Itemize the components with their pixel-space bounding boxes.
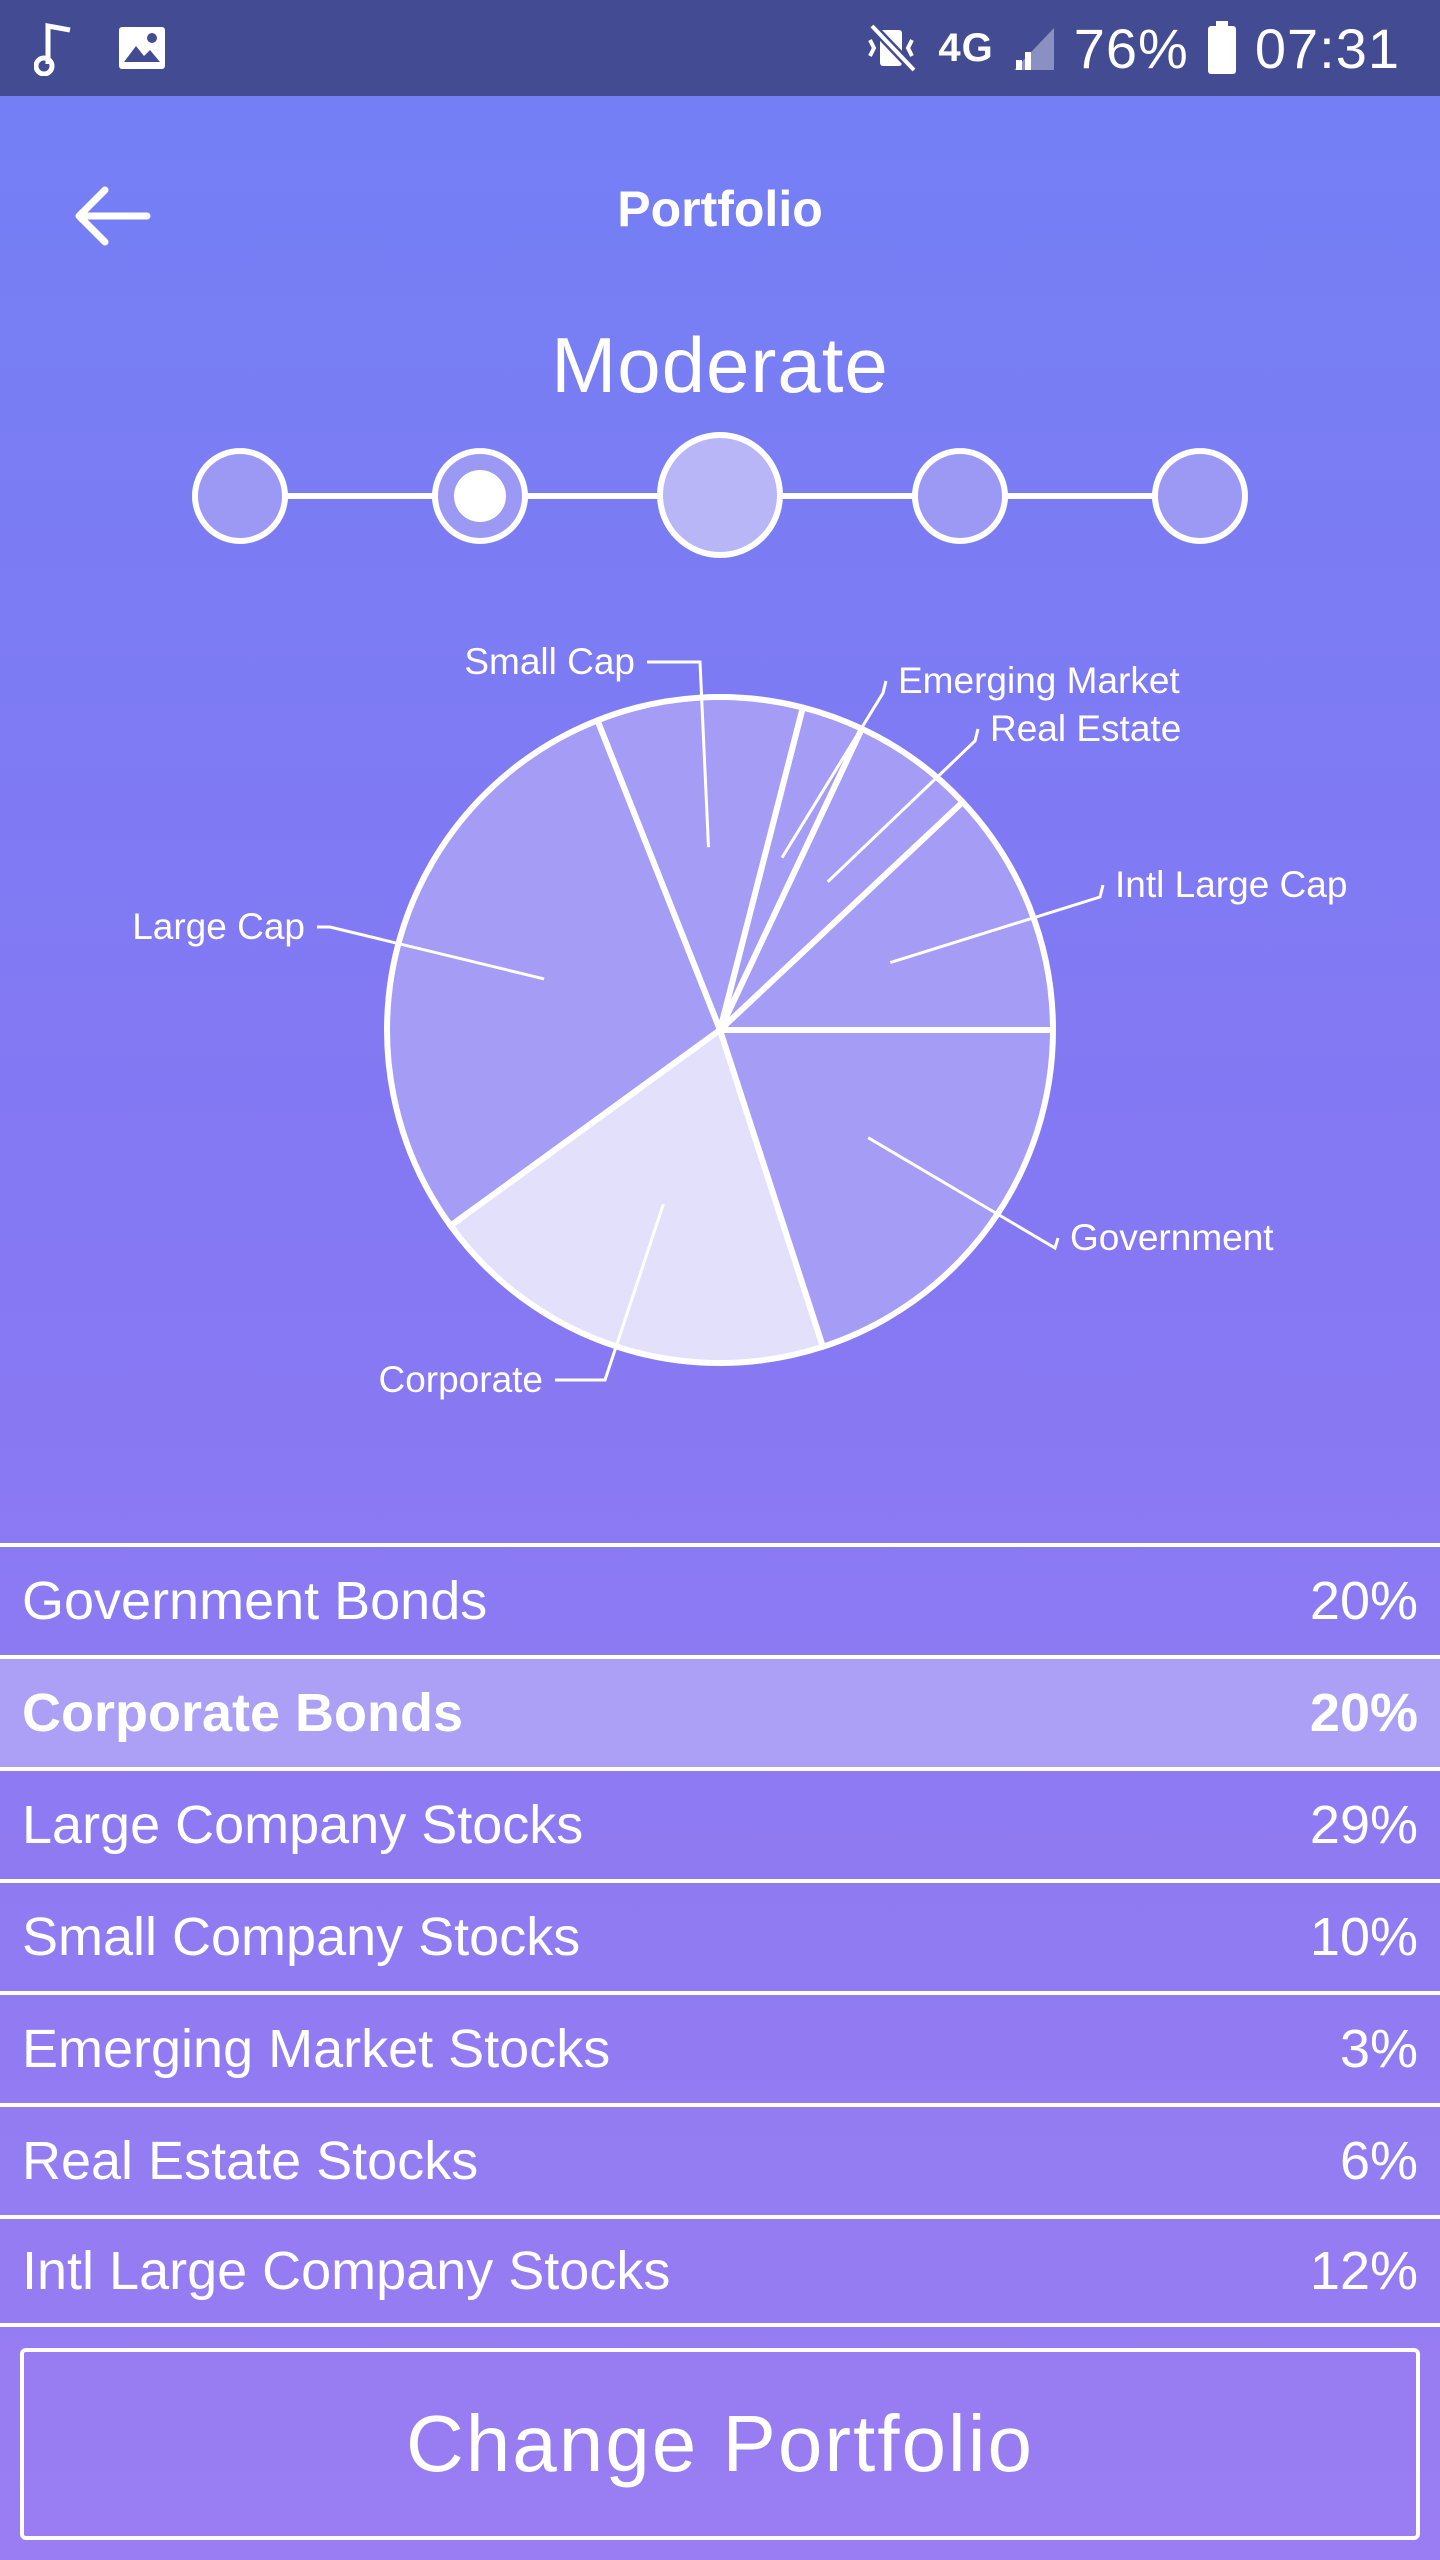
pie-slice-large-cap: [384, 717, 723, 1229]
allocation-percent: 20%: [1309, 1571, 1418, 1631]
allocation-row-large-company-stocks[interactable]: Large Company Stocks 29%: [0, 1767, 1440, 1879]
pie-leader-line: [647, 660, 710, 848]
pie-leader-line: [780, 680, 888, 859]
pie-label-large-cap: Large Cap: [132, 906, 305, 947]
change-portfolio-button[interactable]: Change Portfolio: [20, 2348, 1420, 2540]
slider-step-2[interactable]: [432, 448, 528, 544]
allocation-percent: 20%: [1309, 1683, 1418, 1743]
image-icon: [116, 24, 168, 72]
pie-slice-intl-large-cap: [717, 799, 1056, 1033]
pie-slice-small-cap: [594, 694, 806, 1033]
allocation-row-emerging-market-stocks[interactable]: Emerging Market Stocks 3%: [0, 1991, 1440, 2103]
allocation-name: Corporate Bonds: [22, 1683, 464, 1743]
allocation-name: Government Bonds: [22, 1571, 488, 1631]
battery-icon: [1207, 21, 1237, 75]
header: Portfolio: [0, 96, 1440, 326]
status-bar-left: [34, 20, 168, 76]
allocation-row-real-estate-stocks[interactable]: Real Estate Stocks 6%: [0, 2103, 1440, 2215]
allocation-name: Emerging Market Stocks: [22, 2019, 611, 2079]
allocation-row-intl-large-company-stocks[interactable]: Intl Large Company Stocks 12%: [0, 2215, 1440, 2327]
allocation-row-government-bonds[interactable]: Government Bonds 20%: [0, 1543, 1440, 1655]
slider-step-4[interactable]: [912, 448, 1008, 544]
pie-leader-line: [317, 925, 545, 981]
pie-leader-line: [889, 884, 1105, 965]
pie-label-small-cap: Small Cap: [464, 641, 635, 682]
risk-slider[interactable]: [0, 420, 1440, 570]
clock: 07:31: [1254, 16, 1400, 80]
slider-step-1[interactable]: [192, 448, 288, 544]
4g-lte-icon: 4G: [938, 26, 993, 71]
back-button[interactable]: [70, 176, 154, 260]
allocation-percent: 10%: [1309, 1907, 1418, 1967]
slider-step-5[interactable]: [1152, 448, 1248, 544]
slider-thumb[interactable]: [454, 470, 506, 522]
allocation-row-corporate-bonds[interactable]: Corporate Bonds 20%: [0, 1655, 1440, 1767]
signal-icon: [1012, 24, 1056, 72]
pie-label-real-estate: Real Estate: [990, 708, 1181, 749]
pie-slice-government: [717, 1027, 1056, 1350]
pie-leader-line: [555, 1203, 665, 1382]
status-bar: 4G 76% 07:31: [0, 0, 1440, 96]
allocation-list: Government Bonds 20% Corporate Bonds 20%…: [0, 1543, 1440, 2327]
allocation-name: Large Company Stocks: [22, 1795, 584, 1855]
allocation-name: Small Company Stocks: [22, 1907, 581, 1967]
pie-label-corporate: Corporate: [378, 1359, 543, 1400]
mute-vibrate-icon: [864, 20, 920, 76]
allocation-percent: 29%: [1309, 1795, 1418, 1855]
music-note-icon: [34, 20, 78, 76]
allocation-percent: 6%: [1339, 2131, 1418, 2191]
allocation-name: Intl Large Company Stocks: [22, 2241, 671, 2301]
pie-leader-line: [826, 728, 980, 883]
pie-leader-line: [867, 1136, 1060, 1251]
page-title: Portfolio: [617, 181, 823, 237]
risk-level-label: Moderate: [551, 321, 889, 409]
battery-percent: 76%: [1073, 16, 1189, 80]
allocation-row-small-company-stocks[interactable]: Small Company Stocks 10%: [0, 1879, 1440, 1991]
allocation-percent: 3%: [1339, 2019, 1418, 2079]
allocation-name: Real Estate Stocks: [22, 2131, 479, 2191]
allocation-percent: 12%: [1309, 2241, 1418, 2301]
allocation-pie-chart: Intl Large Cap Real Estate Emerging Market…: [132, 641, 1347, 1400]
slider-step-3[interactable]: [657, 432, 783, 558]
pie-label-emerging-market: Emerging Market: [898, 660, 1180, 701]
pie-label-government: Government: [1070, 1217, 1274, 1258]
status-bar-right: 4G 76% 07:31: [864, 16, 1400, 81]
arrow-left-icon: [73, 186, 151, 251]
network-type: 4G: [938, 25, 994, 70]
pie-label-intl-large-cap: Intl Large Cap: [1115, 864, 1347, 905]
